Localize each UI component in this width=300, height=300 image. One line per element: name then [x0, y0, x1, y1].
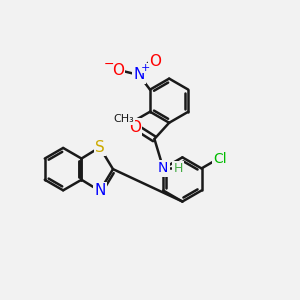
Text: O: O: [129, 120, 141, 135]
Text: O: O: [112, 63, 124, 78]
Text: Cl: Cl: [213, 152, 226, 166]
Text: N: N: [133, 68, 145, 82]
Text: −: −: [104, 58, 115, 70]
Text: S: S: [95, 140, 105, 155]
Text: N: N: [94, 183, 105, 198]
Text: H: H: [173, 162, 183, 175]
Text: O: O: [149, 54, 161, 69]
Text: N: N: [158, 161, 169, 176]
Text: CH₃: CH₃: [113, 114, 134, 124]
Text: +: +: [141, 63, 150, 74]
